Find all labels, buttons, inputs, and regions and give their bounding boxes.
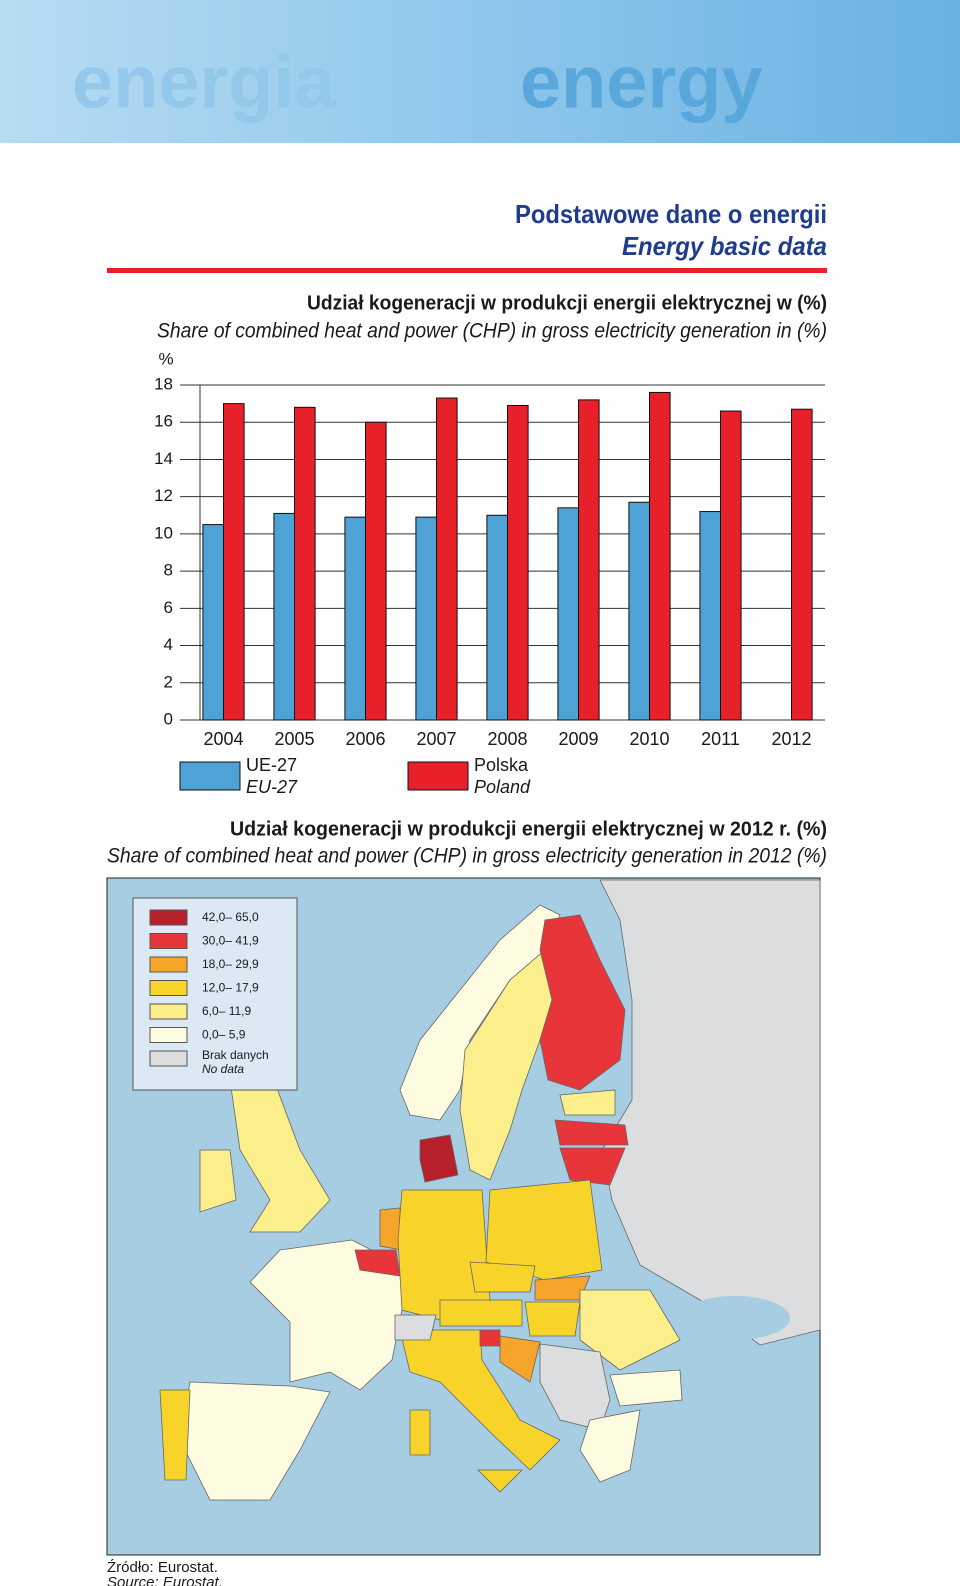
map-subtitle: Share of combined heat and power (CHP) i…: [107, 845, 827, 868]
y-tick-label: 16: [154, 412, 173, 431]
header-banner: [0, 0, 960, 143]
legend-swatch: [149, 909, 188, 926]
x-tick-label: 2006: [345, 729, 385, 749]
x-tick-label: 2008: [487, 729, 527, 749]
x-tick-label: 2011: [701, 729, 740, 749]
header-word: energia: [72, 41, 336, 124]
country: [609, 1369, 683, 1407]
legend-label-en: EU-27: [246, 777, 298, 797]
legend-swatch: [149, 1050, 188, 1067]
bar: [649, 391, 671, 721]
map: 42,0– 65,0 30,0– 41,9 18,0– 29,9 12,0– 17,9…: [106, 877, 821, 1556]
country: [199, 1149, 237, 1213]
country: [524, 1301, 581, 1337]
legend-label-en: Poland: [474, 777, 531, 797]
bar: [578, 399, 600, 721]
chart-subtitle: Share of combined heat and power (CHP) i…: [157, 320, 827, 343]
bar: [202, 524, 225, 721]
legend-swatch: [149, 956, 188, 973]
y-tick-label: 4: [164, 635, 173, 654]
country: [439, 1299, 523, 1327]
x-tick-label: 2005: [274, 729, 314, 749]
country: [479, 1329, 501, 1347]
chart: 0 2 4 6 8 10 12 14 16 18 2004 2005 2006 2007 2008 2009 2…: [154, 374, 825, 797]
map-title: Udział kogeneracji w produkcji energii e…: [230, 818, 827, 840]
y-tick-label: 10: [154, 523, 173, 542]
legend-swatch: [179, 761, 241, 791]
section-title: Podstawowe dane o energii: [515, 199, 827, 229]
source: Źródło: Eurostat.: [107, 1559, 218, 1576]
country: [559, 1147, 626, 1186]
country: [554, 1119, 629, 1146]
y-tick-label: 8: [164, 561, 173, 580]
divider: [107, 268, 827, 273]
legend-label: 42,0– 65,0: [202, 910, 259, 924]
y-tick-label: 12: [154, 486, 173, 505]
country: [579, 1409, 641, 1483]
bar: [699, 511, 721, 721]
bar: [273, 512, 296, 721]
legend-swatch: [407, 761, 469, 791]
source-en: Source: Eurostat.: [107, 1574, 223, 1586]
legend-swatch: [149, 1027, 188, 1043]
x-tick-label: 2004: [203, 729, 243, 749]
chart-title: Udział kogeneracji w produkcji energii e…: [307, 292, 827, 314]
country: [394, 1314, 437, 1341]
bar: [223, 403, 245, 721]
y-tick-label: 6: [164, 598, 173, 617]
bar: [720, 410, 742, 721]
bar: [344, 516, 367, 721]
bar: [294, 406, 316, 721]
bar: [791, 408, 813, 721]
country: [599, 879, 821, 1346]
x-tick-label: 2007: [416, 729, 456, 749]
y-tick-label: 18: [154, 374, 173, 393]
y-tick-label: 0: [164, 709, 173, 728]
country: [477, 1469, 523, 1493]
legend-swatch: [149, 980, 188, 996]
country: [469, 1261, 536, 1293]
country: [579, 1289, 681, 1371]
header-word: energy: [520, 41, 763, 124]
legend-label: Polska: [474, 755, 529, 775]
country: [419, 1134, 459, 1183]
bar: [507, 404, 529, 721]
bar: [628, 501, 650, 721]
country: [159, 1389, 191, 1481]
x-tick-label: 2009: [558, 729, 598, 749]
legend-label: 0,0– 5,9: [202, 1028, 246, 1042]
bar: [557, 507, 579, 721]
legend-label: 6,0– 11,9: [202, 1004, 251, 1018]
y-axis-label: %: [158, 349, 173, 368]
country: [409, 1409, 431, 1456]
legend-swatch: [149, 933, 188, 949]
country: [229, 1069, 331, 1233]
legend-label-en: No data: [202, 1062, 244, 1076]
country: [459, 949, 553, 1181]
country: [499, 1335, 541, 1383]
country: [539, 914, 626, 1091]
legend-label: 30,0– 41,9: [202, 934, 259, 948]
bar: [415, 516, 438, 721]
legend-label: 18,0– 29,9: [202, 957, 259, 971]
legend-label: 12,0– 17,9: [202, 981, 259, 995]
bar: [436, 397, 458, 721]
x-tick-label: 2010: [629, 729, 669, 749]
legend-label: UE-27: [246, 755, 297, 775]
legend-label: Brak danych: [202, 1048, 269, 1062]
x-tick-label: 2012: [771, 729, 811, 749]
legend-swatch: [149, 1003, 188, 1020]
y-tick-label: 2: [164, 672, 173, 691]
y-tick-label: 14: [154, 449, 173, 468]
black-sea: [680, 1296, 790, 1340]
bar: [365, 421, 387, 721]
bar: [486, 514, 509, 721]
section-title-en: Energy basic data: [622, 231, 827, 261]
country: [485, 1179, 603, 1281]
country: [559, 1089, 616, 1116]
